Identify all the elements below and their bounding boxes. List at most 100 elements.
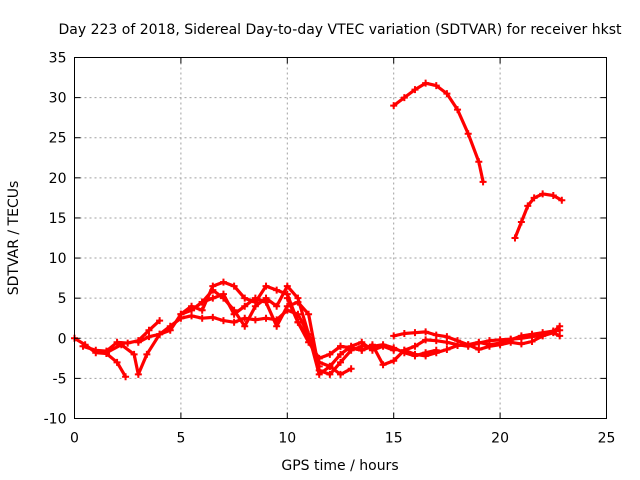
data-point (400, 346, 408, 354)
plot-frame (74, 57, 607, 419)
data-point (454, 106, 462, 114)
data-point (241, 302, 249, 310)
y-tick-label: 20 (49, 171, 67, 187)
data-point (530, 194, 538, 202)
data-point (219, 278, 227, 286)
data-point (209, 286, 217, 294)
series-line-s11 (392, 81, 485, 184)
data-point (411, 329, 419, 337)
x-tick-label: 20 (491, 431, 509, 447)
data-point (283, 294, 291, 302)
data-point (511, 234, 519, 242)
data-point (273, 286, 281, 294)
data-point (262, 282, 270, 290)
chart-title: Day 223 of 2018, Sidereal Day-to-day VTE… (59, 22, 622, 38)
data-point (347, 365, 355, 373)
data-point (443, 90, 451, 98)
data-point (230, 282, 238, 290)
data-point (113, 338, 121, 346)
data-point (347, 344, 355, 352)
series-line-s10 (402, 331, 562, 358)
data-point (251, 302, 259, 310)
data-point (475, 338, 483, 346)
data-point (134, 370, 142, 378)
data-point (102, 349, 110, 357)
data-point (379, 361, 387, 369)
data-point (198, 306, 206, 314)
y-tick-label: -5 (53, 371, 67, 387)
data-point (390, 102, 398, 110)
data-point (283, 282, 291, 290)
data-point (400, 329, 408, 337)
data-series (71, 79, 566, 381)
data-point (122, 373, 130, 381)
data-point (209, 313, 217, 321)
data-point (241, 322, 249, 330)
data-point (156, 330, 164, 338)
x-tick-label: 5 (176, 431, 185, 447)
axes: 0 5 10 15 20 25 -10 -5 0 5 10 15 20 25 30 35 (44, 51, 616, 447)
data-point (475, 158, 483, 166)
data-point (517, 332, 525, 340)
data-point (411, 350, 419, 358)
y-tick-label: 15 (49, 211, 67, 227)
data-point (422, 336, 430, 344)
x-tick-label: 25 (598, 431, 616, 447)
data-point (539, 332, 547, 340)
data-point (517, 218, 525, 226)
data-point (390, 332, 398, 340)
data-point (241, 294, 249, 302)
data-point (358, 346, 366, 354)
data-point (411, 86, 419, 94)
data-point (124, 339, 132, 347)
data-point (390, 357, 398, 365)
data-point (117, 341, 125, 349)
x-tick-label: 0 (70, 431, 79, 447)
data-point (209, 294, 217, 302)
data-point (219, 290, 227, 298)
data-point (464, 341, 472, 349)
data-point (79, 342, 87, 350)
data-point (443, 346, 451, 354)
data-point (92, 346, 100, 354)
data-point (549, 191, 557, 199)
data-point (390, 344, 398, 352)
data-point (145, 326, 153, 334)
data-point (145, 333, 153, 341)
data-point (177, 310, 185, 318)
data-point (528, 337, 536, 345)
y-tick-label: 25 (49, 131, 67, 147)
data-point (166, 322, 174, 330)
data-point (337, 342, 344, 350)
y-tick-label: 5 (58, 291, 67, 307)
data-point (432, 331, 440, 339)
data-point (549, 329, 557, 337)
y-tick-label: 30 (49, 91, 67, 107)
data-point (517, 340, 525, 348)
data-point (188, 306, 196, 314)
data-point (251, 316, 259, 324)
data-point (485, 342, 493, 350)
data-point (422, 328, 430, 336)
data-point (422, 79, 430, 87)
data-point (198, 298, 206, 306)
data-point (198, 314, 206, 322)
data-point (143, 350, 151, 358)
data-point (251, 294, 259, 302)
data-point (326, 362, 334, 370)
data-point (273, 322, 281, 330)
data-point (262, 298, 270, 306)
data-point (379, 341, 387, 349)
data-point (558, 196, 566, 204)
data-point (454, 341, 462, 349)
data-point (337, 350, 344, 358)
data-point (219, 317, 227, 325)
y-tick-label: 10 (49, 251, 67, 267)
data-point (464, 130, 472, 138)
data-point (130, 350, 138, 358)
grid-lines (74, 57, 607, 419)
data-point (475, 346, 483, 354)
data-point (496, 341, 504, 349)
data-point (305, 310, 313, 318)
